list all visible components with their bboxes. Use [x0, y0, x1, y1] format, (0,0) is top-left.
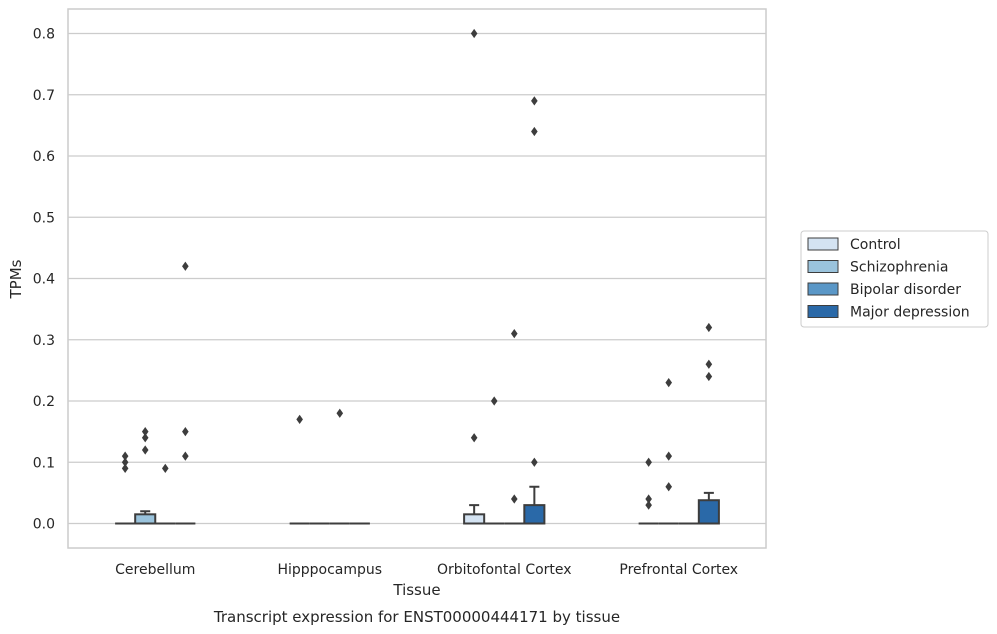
- outlier-point: [510, 329, 518, 339]
- legend-swatch: [807, 305, 839, 318]
- legend-items: Control Schizophrenia Bipolar disorder Majo…: [807, 237, 970, 321]
- y-tick-label: 0.8: [33, 27, 55, 43]
- outlier-point: [645, 457, 652, 467]
- y-tick-label: 0.7: [33, 88, 55, 104]
- box: [523, 485, 546, 525]
- y-tick-label: 0.2: [33, 394, 55, 410]
- box-body: [697, 499, 720, 525]
- y-axis-title: TPMs: [7, 259, 25, 299]
- outlier-point: [665, 378, 673, 388]
- outlier-point: [121, 463, 129, 473]
- outlier-point: [490, 396, 498, 406]
- y-tick-label: 0.6: [33, 149, 55, 165]
- y-tick-label: 0.4: [33, 272, 55, 288]
- y-tick-label: 0.5: [33, 210, 55, 226]
- box-body: [463, 513, 486, 525]
- x-axis-title: Tissue: [392, 581, 440, 599]
- outlier-point: [531, 96, 538, 106]
- y-tick-label: 0.0: [33, 517, 55, 533]
- x-tick-label: Orbitofontal Cortex: [437, 562, 572, 578]
- x-tick-label: Cerebellum: [115, 562, 195, 578]
- outlier-point: [296, 414, 303, 424]
- box: [463, 504, 486, 525]
- legend-label: Schizophrenia: [850, 260, 948, 276]
- outlier-point: [531, 457, 538, 467]
- outlier-point: [645, 494, 652, 504]
- outlier-point: [665, 451, 673, 461]
- outlier-point: [705, 359, 713, 369]
- outlier-point: [470, 433, 478, 443]
- outlier-point: [705, 371, 713, 382]
- outlier-point: [336, 408, 344, 418]
- legend: Control Schizophrenia Bipolar disorder Majo…: [800, 230, 989, 328]
- y-tick-labels: 0.0 0.1 0.2 0.3 0.4 0.5 0.6 0.7 0.8: [33, 27, 55, 533]
- box: [134, 510, 157, 525]
- chart-caption: Transcript expression for ENST0000044417…: [213, 608, 620, 626]
- plot-frame: [67, 8, 767, 549]
- outlier-point: [161, 463, 169, 473]
- outlier-point: [510, 494, 518, 504]
- legend-label: Bipolar disorder: [850, 282, 961, 298]
- outlier-point: [141, 427, 149, 437]
- outlier-point: [665, 482, 673, 492]
- box-body: [134, 513, 157, 525]
- legend-swatch: [807, 282, 839, 296]
- outliers: [121, 28, 713, 510]
- box: [697, 491, 720, 525]
- legend-swatch: [807, 260, 839, 273]
- x-tick-label: Prefrontal Cortex: [619, 562, 738, 578]
- y-tick-label: 0.1: [33, 455, 55, 471]
- outlier-point: [182, 427, 189, 437]
- x-tick-labels: Cerebellum Hipppocampus Orbitofontal Corte…: [115, 562, 738, 578]
- outlier-point: [182, 261, 189, 271]
- legend-swatch: [807, 237, 839, 251]
- legend-label: Major depression: [850, 305, 970, 321]
- y-tick-label: 0.3: [33, 333, 55, 349]
- box-body: [523, 504, 546, 525]
- legend-frame: [800, 230, 989, 328]
- outlier-point: [141, 445, 149, 455]
- outlier-point: [182, 451, 189, 461]
- outlier-point: [121, 457, 129, 467]
- outlier-point: [121, 451, 129, 461]
- boxes: [115, 485, 720, 525]
- outlier-point: [531, 126, 538, 137]
- outlier-point: [705, 322, 713, 333]
- legend-label: Control: [850, 237, 901, 253]
- gridlines: [68, 32, 766, 525]
- outlier-point: [470, 28, 478, 39]
- outlier-point: [645, 500, 652, 510]
- outlier-point: [141, 433, 149, 443]
- x-tick-label: Hipppocampus: [277, 562, 382, 578]
